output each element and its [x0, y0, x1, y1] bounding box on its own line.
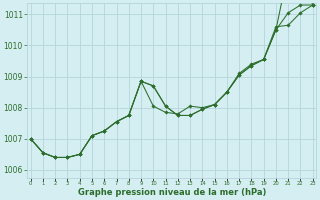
X-axis label: Graphe pression niveau de la mer (hPa): Graphe pression niveau de la mer (hPa) [77, 188, 266, 197]
